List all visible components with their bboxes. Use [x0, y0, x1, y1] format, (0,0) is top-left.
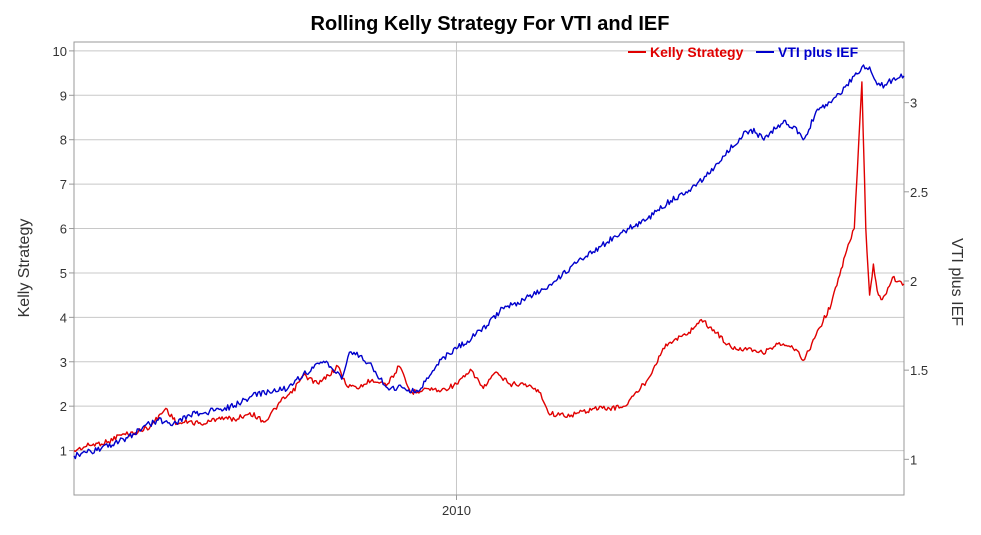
tick-label-right: 3 — [910, 96, 917, 111]
tick-label-right: 1 — [910, 452, 917, 467]
plot-frame — [73, 41, 905, 496]
tick-label-left: 10 — [53, 44, 67, 59]
chart-title: Rolling Kelly Strategy For VTI and IEF — [311, 13, 670, 35]
tick-label-left: 1 — [60, 444, 67, 459]
legend: Kelly Strategy VTI plus IEF — [628, 44, 859, 60]
tick-label-left: 9 — [60, 88, 67, 103]
tick-label-right: 2 — [910, 274, 917, 289]
series-line-kelly-strategy — [73, 81, 905, 453]
axes: 1 2 3 4 5 6 7 8 9 10 1 1.5 2 2.5 3 2010 — [53, 44, 929, 518]
tick-label-x: 2010 — [442, 503, 471, 518]
y-axis-label-right: VTI plus IEF — [948, 238, 965, 326]
series-line-vti-plus-ief — [73, 64, 905, 460]
legend-label-vti-ief: VTI plus IEF — [778, 44, 859, 60]
tick-label-left: 2 — [60, 399, 67, 414]
tick-label-right: 1.5 — [910, 363, 928, 378]
gridlines — [74, 42, 904, 495]
tick-label-left: 3 — [60, 355, 67, 370]
series-lines — [73, 64, 905, 460]
tick-label-left: 4 — [60, 310, 67, 325]
tick-label-right: 2.5 — [910, 185, 928, 200]
y-axis-label-left: Kelly Strategy — [16, 219, 33, 318]
tick-label-left: 5 — [60, 266, 67, 281]
tick-label-left: 6 — [60, 222, 67, 237]
legend-label-kelly: Kelly Strategy — [650, 44, 744, 60]
tick-label-left: 8 — [60, 133, 67, 148]
tick-label-left: 7 — [60, 177, 67, 192]
